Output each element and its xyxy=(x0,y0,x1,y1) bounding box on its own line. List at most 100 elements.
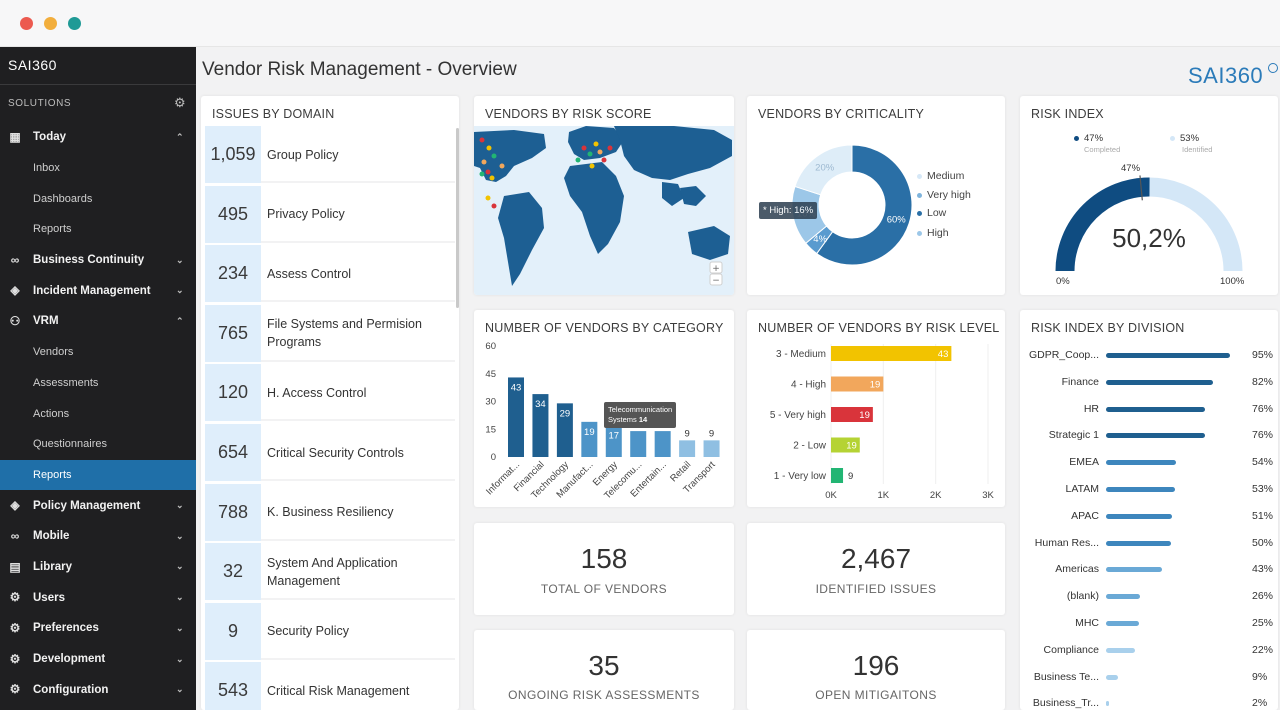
issue-row[interactable]: 32 System And Application Management xyxy=(205,543,455,601)
sidebar-item-users[interactable]: ⚙ Users ⌄ xyxy=(0,582,196,613)
solutions-settings-icon[interactable]: ⚙ xyxy=(174,95,186,110)
division-value: 9% xyxy=(1252,670,1268,683)
division-row[interactable]: Compliance 22% xyxy=(1020,644,1273,670)
donut-slice-medium[interactable] xyxy=(794,144,853,196)
map-zoom-in-button[interactable]: + xyxy=(712,264,720,274)
issue-row[interactable]: 9 Security Policy xyxy=(205,602,455,660)
bar-5-very-high[interactable] xyxy=(831,407,873,422)
card-title: ISSUES BY DOMAIN xyxy=(212,107,335,121)
map-zoom-out-button[interactable]: − xyxy=(712,276,720,286)
division-row[interactable]: MHC 25% xyxy=(1020,617,1273,643)
issue-row[interactable]: 654 Critical Security Controls xyxy=(205,424,455,481)
chevron-down-icon[interactable]: ⌄ xyxy=(176,622,184,633)
issue-row[interactable]: 543 Critical Risk Management xyxy=(205,662,455,710)
issue-count: 120 xyxy=(205,364,261,422)
chevron-down-icon[interactable]: ⌄ xyxy=(176,500,184,511)
division-row[interactable]: Business Te... 9% xyxy=(1020,671,1270,697)
sidebar-item-label: Mobile xyxy=(33,530,70,543)
issue-row[interactable]: 1,059 Group Policy xyxy=(205,126,455,183)
vendors-by-risk-score-card: VENDORS BY RISK SCORE xyxy=(474,96,734,295)
division-value: 54% xyxy=(1252,456,1274,469)
issue-row[interactable]: 234 Assess Control xyxy=(205,245,455,303)
close-window-button[interactable] xyxy=(20,17,33,30)
sidebar-item-policy-management[interactable]: ◈ Policy Management ⌄ xyxy=(0,490,196,521)
bar-3-medium[interactable] xyxy=(831,346,952,361)
sidebar-item-assessments[interactable]: Assessments xyxy=(0,368,196,399)
division-row[interactable]: HR 76% xyxy=(1020,403,1273,429)
division-row[interactable]: (blank) 26% xyxy=(1020,590,1273,616)
sidebar-item-preferences[interactable]: ⚙ Preferences ⌄ xyxy=(0,613,196,644)
division-row[interactable]: APAC 51% xyxy=(1020,510,1273,536)
sidebar-item-mobile[interactable]: ∞ Mobile ⌄ xyxy=(0,521,196,552)
division-bar xyxy=(1106,406,1205,412)
sidebar-item-vendors[interactable]: Vendors xyxy=(0,337,196,368)
division-row[interactable]: Human Res... 50% xyxy=(1020,537,1273,563)
division-row[interactable]: EMEA 54% xyxy=(1020,456,1274,482)
division-row[interactable]: GDPR_Coop... 95% xyxy=(1020,349,1274,375)
calendar-icon: ▦ xyxy=(9,130,21,144)
sidebar-item-actions[interactable]: Actions xyxy=(0,398,196,429)
issue-row[interactable]: 765 File Systems and Permision Programs xyxy=(205,304,455,362)
bar-telecomu[interactable] xyxy=(630,431,647,457)
sidebar-item-label: Configuration xyxy=(33,683,109,696)
donut-slice-low[interactable] xyxy=(816,144,913,266)
sidebar-item-reports[interactable]: Reports xyxy=(0,459,196,491)
world-map[interactable]: + − xyxy=(474,126,734,295)
issue-row[interactable]: 120 H. Access Control xyxy=(205,364,455,422)
y-tick-label: 15 xyxy=(485,424,496,435)
sidebar-item-questionnaires[interactable]: Questionnaires xyxy=(0,429,196,460)
maximize-window-button[interactable] xyxy=(68,17,81,30)
bar-retail[interactable] xyxy=(679,440,696,457)
sidebar-item-vrm[interactable]: ⚇ VRM ⌃ xyxy=(0,306,196,337)
division-label: EMEA xyxy=(1069,456,1099,469)
bar-4-high[interactable] xyxy=(831,376,884,392)
bar-entertain[interactable] xyxy=(654,431,671,457)
user-icon: ⚇ xyxy=(9,314,21,329)
sidebar-item-inbox[interactable]: Inbox xyxy=(0,153,196,184)
sidebar-item-business-continuity[interactable]: ∞ Business Continuity ⌄ xyxy=(0,245,196,276)
page-title: Vendor Risk Management - Overview xyxy=(202,59,517,80)
chevron-down-icon[interactable]: ⌄ xyxy=(176,653,184,664)
division-row[interactable]: Americas 43% xyxy=(1020,563,1273,589)
bar-financial[interactable] xyxy=(532,394,549,457)
issues-scrollbar[interactable] xyxy=(456,128,459,308)
sidebar-item-library[interactable]: ▤ Library ⌄ xyxy=(0,552,196,583)
bar-1-very-low[interactable] xyxy=(831,468,844,483)
sidebar-nav: ▦ Today ⌃ Inbox Dashboards Reports ∞ Business C… xyxy=(0,122,196,705)
division-value: 95% xyxy=(1252,349,1274,361)
sidebar-item-incident-management[interactable]: ◈ Incident Management ⌄ xyxy=(0,275,196,306)
bar-2-low[interactable] xyxy=(831,437,860,453)
chevron-down-icon[interactable]: ⌄ xyxy=(176,530,184,541)
bar-manufact[interactable] xyxy=(581,421,598,457)
risk-level-bar-chart[interactable]: 0K 1K 2K 3K 3 - Medium 43 4 - High 19 5 - Very h… xyxy=(747,310,1005,507)
bar-transport[interactable] xyxy=(703,440,720,457)
bar-technology[interactable] xyxy=(556,403,573,457)
division-row[interactable]: Business_Tr... 2% xyxy=(1020,697,1270,710)
division-bar xyxy=(1106,513,1173,519)
category-bar-chart[interactable]: 60453015043Informat...34Financial29Techn… xyxy=(474,310,734,507)
sidebar-item-label: Users xyxy=(33,591,65,604)
issue-row[interactable]: 788 K. Business Resiliency xyxy=(205,483,455,541)
issue-row[interactable]: 495 Privacy Policy xyxy=(205,185,455,243)
risk-index-by-division-card: RISK INDEX BY DIVISION GDPR_Coop... 95% Fi… xyxy=(1020,310,1278,710)
division-row[interactable]: Strategic 1 76% xyxy=(1020,429,1273,455)
risk-index-card: RISK INDEX 47% Completed 53% Identified … xyxy=(1020,96,1278,295)
sidebar-item-development[interactable]: ⚙ Development ⌄ xyxy=(0,644,196,675)
sidebar-item-configuration[interactable]: ⚙ Configuration ⌄ xyxy=(0,674,196,705)
issue-domain: Critical Risk Management xyxy=(267,683,410,698)
chevron-down-icon[interactable]: ⌄ xyxy=(176,254,184,265)
minimize-window-button[interactable] xyxy=(44,17,57,30)
bar-energy[interactable] xyxy=(605,425,622,457)
chevron-up-icon[interactable]: ⌃ xyxy=(176,315,184,326)
division-row[interactable]: LATAM 53% xyxy=(1020,483,1273,509)
sidebar-item-reports[interactable]: Reports xyxy=(0,214,196,245)
sidebar-item-today[interactable]: ▦ Today ⌃ xyxy=(0,122,196,153)
division-row[interactable]: Finance 82% xyxy=(1020,376,1273,402)
sidebar-item-dashboards[interactable]: Dashboards xyxy=(0,183,196,214)
bar-informat[interactable] xyxy=(508,377,524,457)
chevron-up-icon[interactable]: ⌃ xyxy=(176,131,184,142)
chevron-down-icon[interactable]: ⌄ xyxy=(176,592,184,603)
chevron-down-icon[interactable]: ⌄ xyxy=(176,684,184,695)
chevron-down-icon[interactable]: ⌄ xyxy=(176,561,184,572)
chevron-down-icon[interactable]: ⌄ xyxy=(176,285,184,296)
